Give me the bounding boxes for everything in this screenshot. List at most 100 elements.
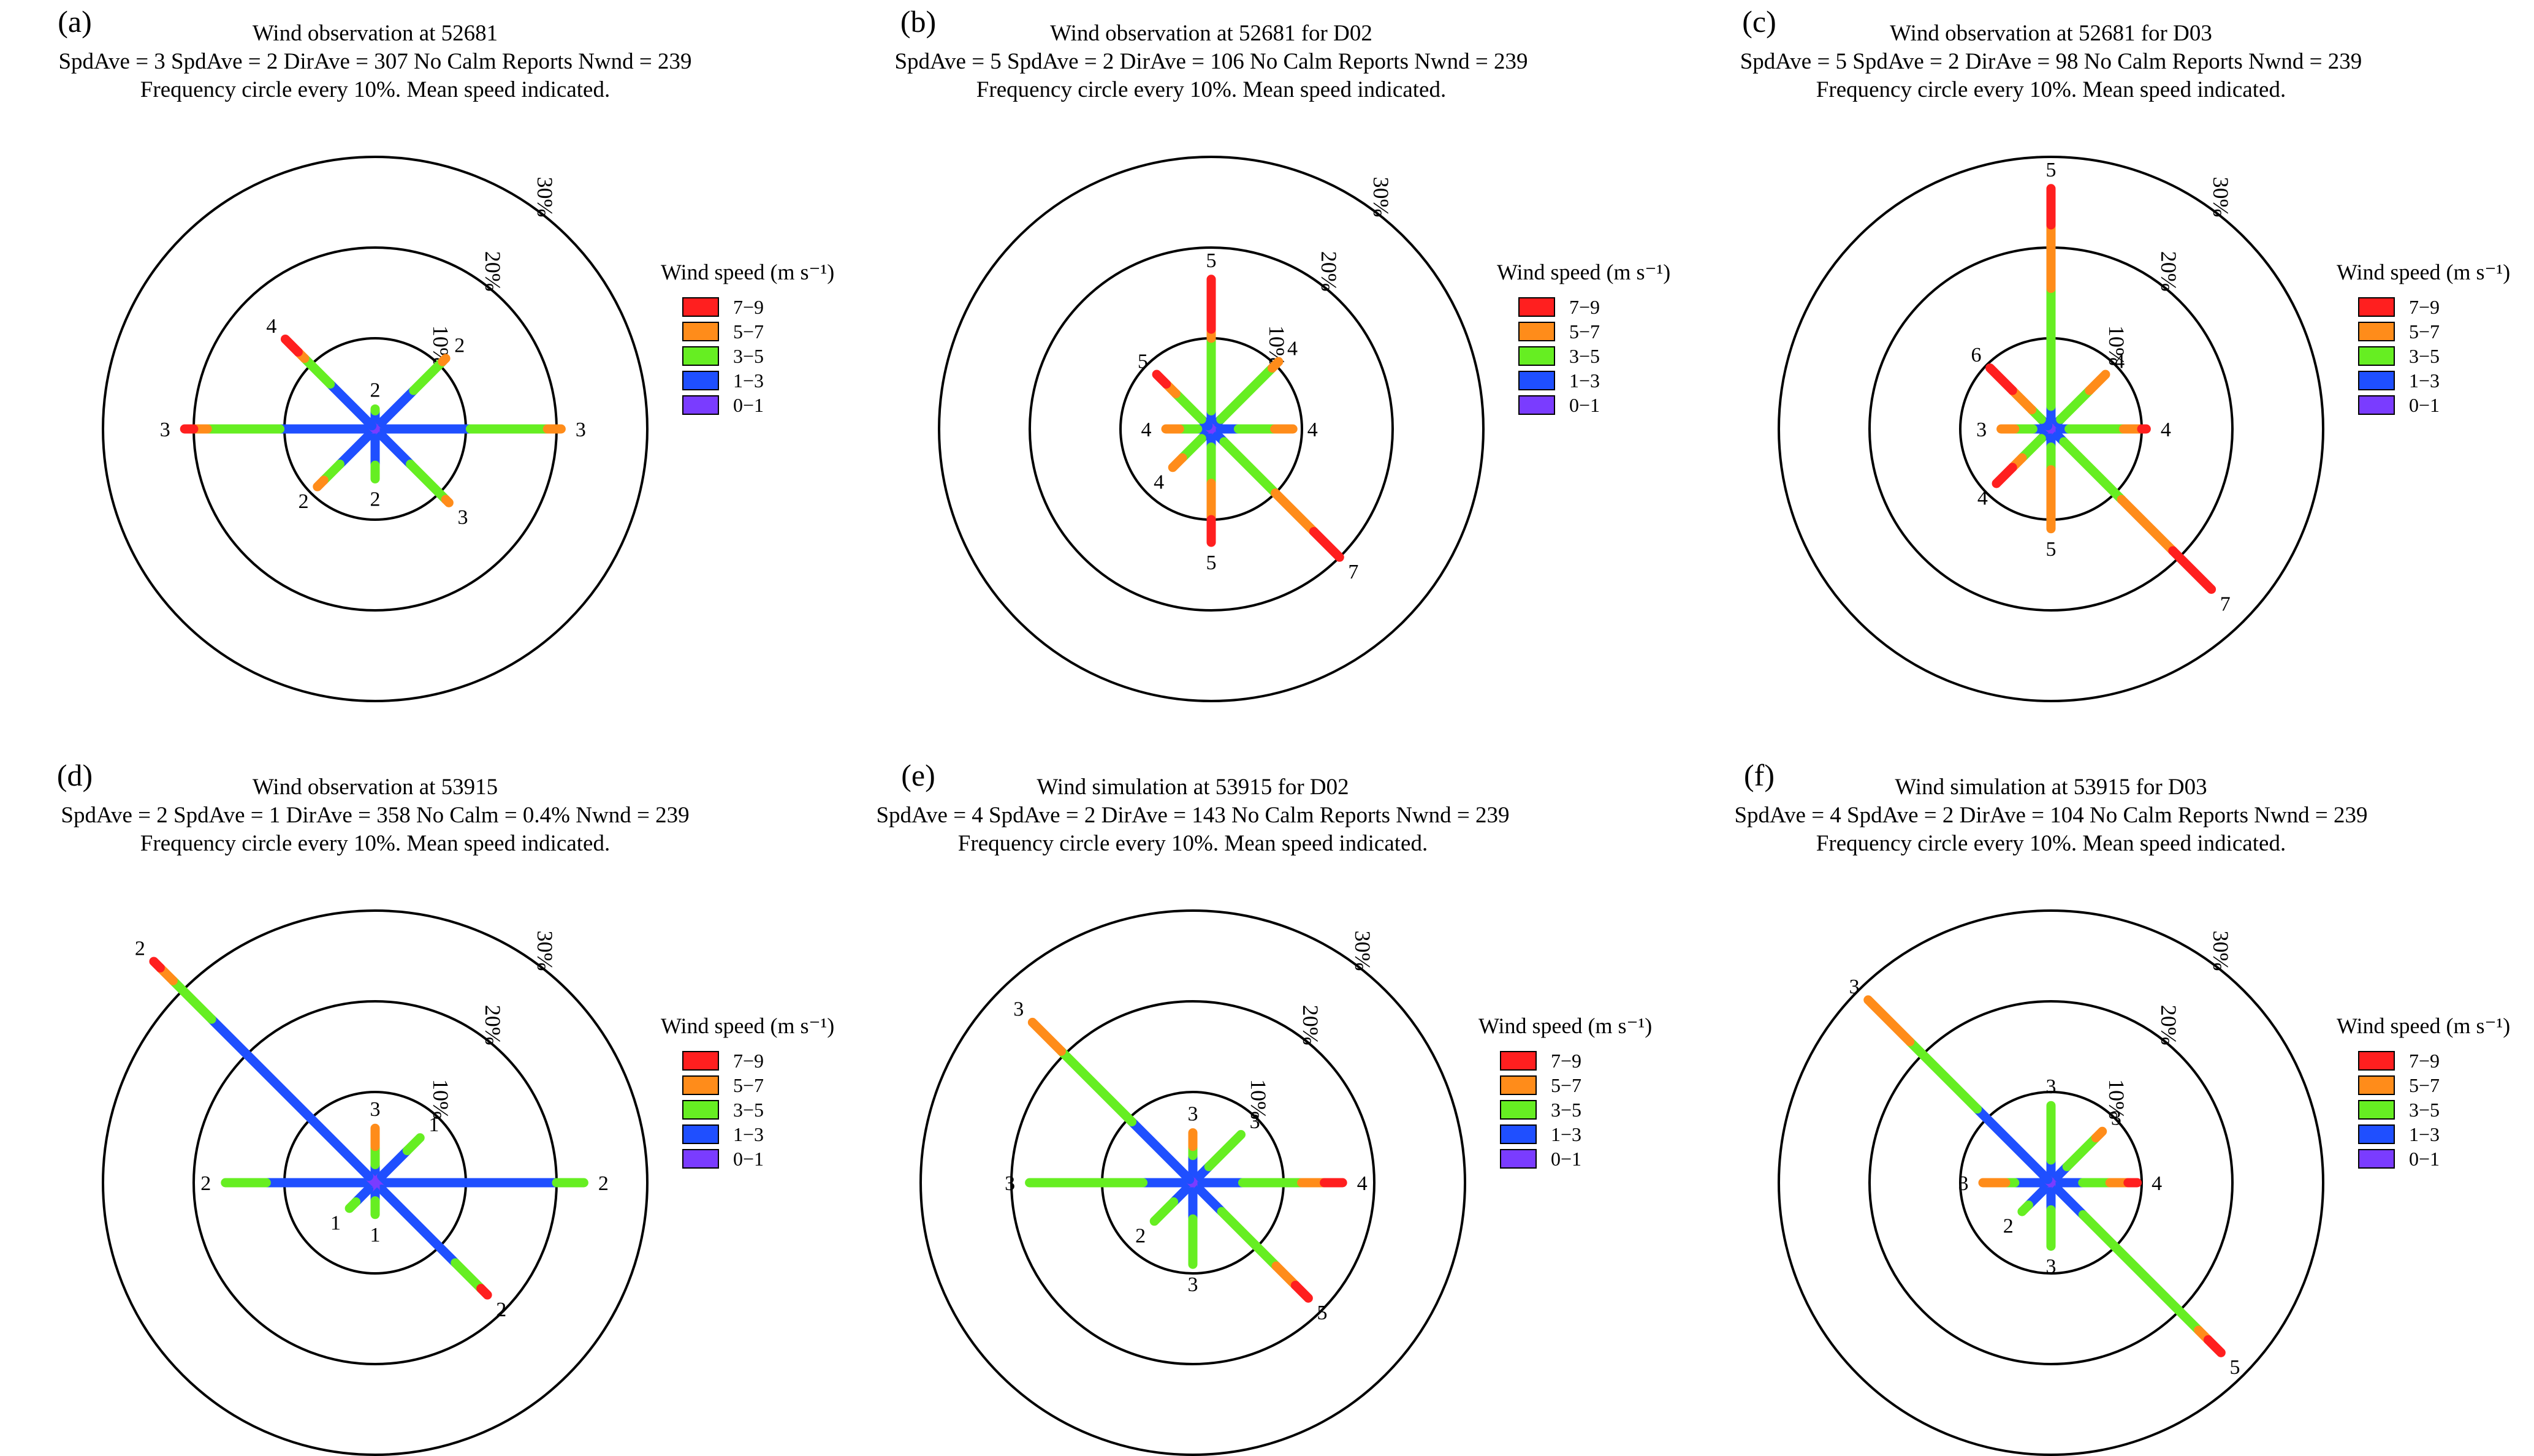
wind-rose-segment: [1168, 453, 1187, 472]
legend-label: 5−7: [733, 320, 764, 343]
legend-label: 0−1: [2409, 1148, 2440, 1170]
legend-label: 1−3: [1569, 370, 1600, 392]
legend-swatch: [682, 1149, 719, 1169]
mean-speed-label: 3: [370, 1098, 381, 1121]
panel-tag: (e): [901, 758, 935, 792]
mean-speed-label: 4: [1977, 487, 1988, 510]
legend-title: Wind speed (m s⁻¹): [2337, 260, 2510, 284]
ring-label: 10%: [1246, 1079, 1271, 1120]
mean-speed-label: 3: [1958, 1172, 1969, 1195]
mean-speed-label: 5: [2046, 159, 2056, 181]
legend-label: 3−5: [1551, 1099, 1581, 1121]
wind-rose-segment: [451, 1258, 486, 1294]
mean-speed-label: 4: [1307, 419, 1318, 441]
wind-rose-panel: (d) Wind observation at 53915 SpdAve = 2 S…: [57, 758, 834, 1456]
legend-label: 3−5: [1569, 345, 1600, 367]
legend-label: 7−9: [2409, 296, 2440, 318]
legend-label: 1−3: [1551, 1123, 1581, 1145]
wind-rose-segment: [409, 357, 447, 395]
mean-speed-label: 3: [1013, 998, 1024, 1021]
panel-title-line: SpdAve = 5 SpdAve = 2 DirAve = 98 No Cal…: [1740, 49, 2362, 74]
wind-rose-segment: [149, 957, 165, 973]
panel-title-line: SpdAve = 2 SpdAve = 1 DirAve = 358 No Ca…: [61, 803, 689, 828]
legend-label: 1−3: [2409, 370, 2440, 392]
mean-speed-label: 2: [1135, 1224, 1146, 1247]
legend-swatch: [2358, 346, 2395, 366]
legend-swatch: [1518, 346, 1555, 366]
mean-speed-label: 4: [1154, 471, 1164, 493]
legend-label: 0−1: [1551, 1148, 1581, 1170]
legend-label: 5−7: [2409, 1074, 2440, 1096]
legend-label: 7−9: [733, 1050, 764, 1072]
panel-tag: (b): [900, 4, 936, 39]
mean-speed-label: 2: [496, 1299, 506, 1321]
legend-swatch: [682, 1075, 719, 1095]
wind-rose-segment: [1267, 357, 1284, 373]
legend-swatch: [682, 297, 719, 317]
wind-rose-segment: [1985, 363, 2017, 395]
legend-swatch: [1500, 1124, 1537, 1144]
wind-rose-panel: (f) Wind simulation at 53915 for D03 SpdAv…: [1734, 758, 2510, 1456]
wind-rose-segment: [2091, 1126, 2107, 1143]
mean-speed-label: 2: [135, 937, 145, 960]
legend-swatch: [682, 346, 719, 366]
ring-label: 10%: [428, 1079, 453, 1120]
ring-label: 20%: [1317, 251, 1341, 292]
wind-rose-segment: [441, 495, 454, 507]
mean-speed-label: 2: [370, 379, 381, 401]
wind-rose-panel: (a) Wind observation at 52681 SpdAve = 3 S…: [58, 4, 834, 702]
panel-title-line: SpdAve = 3 SpdAve = 2 DirAve = 307 No Ca…: [58, 49, 691, 74]
mean-speed-label: 3: [457, 506, 468, 529]
mean-speed-label: 3: [1188, 1103, 1198, 1126]
panel-title-line: SpdAve = 5 SpdAve = 2 DirAve = 106 No Ca…: [894, 49, 1528, 74]
mean-speed-label: 3: [1250, 1110, 1260, 1133]
wind-rose-segment: [373, 385, 419, 431]
wind-rose-segment: [1204, 1130, 1246, 1172]
wind-rose-segment: [313, 476, 329, 491]
wind-rose-segment: [1056, 1046, 1137, 1127]
frequency-ring: [102, 909, 649, 1456]
mean-speed-label: 3: [1976, 419, 1987, 441]
wind-rose-segment: [2078, 1210, 2204, 1335]
wind-rose-segment: [1992, 463, 2017, 488]
wind-rose-segment: [300, 354, 335, 389]
legend-swatch: [682, 322, 719, 341]
panel-title-line: Wind observation at 52681 for D03: [1890, 21, 2212, 46]
frequency-ring: [102, 156, 649, 702]
legend-swatch: [1500, 1149, 1537, 1169]
mean-speed-label: 4: [1287, 337, 1298, 360]
ring-label: 20%: [2156, 251, 2181, 292]
legend-label: 0−1: [1569, 394, 1600, 416]
frequency-ring: [1778, 909, 2324, 1456]
mean-speed-label: 7: [2220, 593, 2231, 615]
mean-speed-label: 4: [2114, 350, 2125, 373]
wind-rose-segment: [373, 427, 416, 469]
legend-label: 5−7: [1551, 1074, 1581, 1096]
wind-rose-segment: [1171, 389, 1206, 424]
legend-label: 7−9: [1569, 296, 1600, 318]
legend-swatch: [1518, 395, 1555, 415]
frequency-ring: [1010, 1000, 1375, 1365]
ring-label: 20%: [2156, 1005, 2181, 1045]
wind-rose-segment: [1216, 363, 1277, 424]
legend-swatch: [2358, 395, 2395, 415]
wind-rose-segment: [1905, 1037, 1982, 1114]
legend-title: Wind speed (m s⁻¹): [1478, 1014, 1652, 1038]
mean-speed-label: 4: [266, 315, 276, 338]
wind-rose-segment: [1027, 1017, 1066, 1056]
ring-label: 30%: [2209, 931, 2233, 971]
wind-rose-segment: [2056, 385, 2095, 424]
legend-swatch: [1500, 1051, 1537, 1071]
legend-title: Wind speed (m s⁻¹): [661, 1014, 834, 1038]
wind-rose-segment: [376, 1146, 412, 1181]
mean-speed-label: 3: [2111, 1107, 2121, 1130]
mean-speed-label: 4: [1357, 1172, 1368, 1195]
mean-speed-label: 3: [160, 419, 170, 441]
frequency-ring: [919, 909, 1466, 1456]
legend-swatch: [682, 371, 719, 390]
mean-speed-label: 2: [200, 1172, 211, 1195]
legend-swatch: [2358, 297, 2395, 317]
frequency-ring: [1029, 246, 1394, 612]
mean-speed-label: 5: [2229, 1356, 2240, 1379]
